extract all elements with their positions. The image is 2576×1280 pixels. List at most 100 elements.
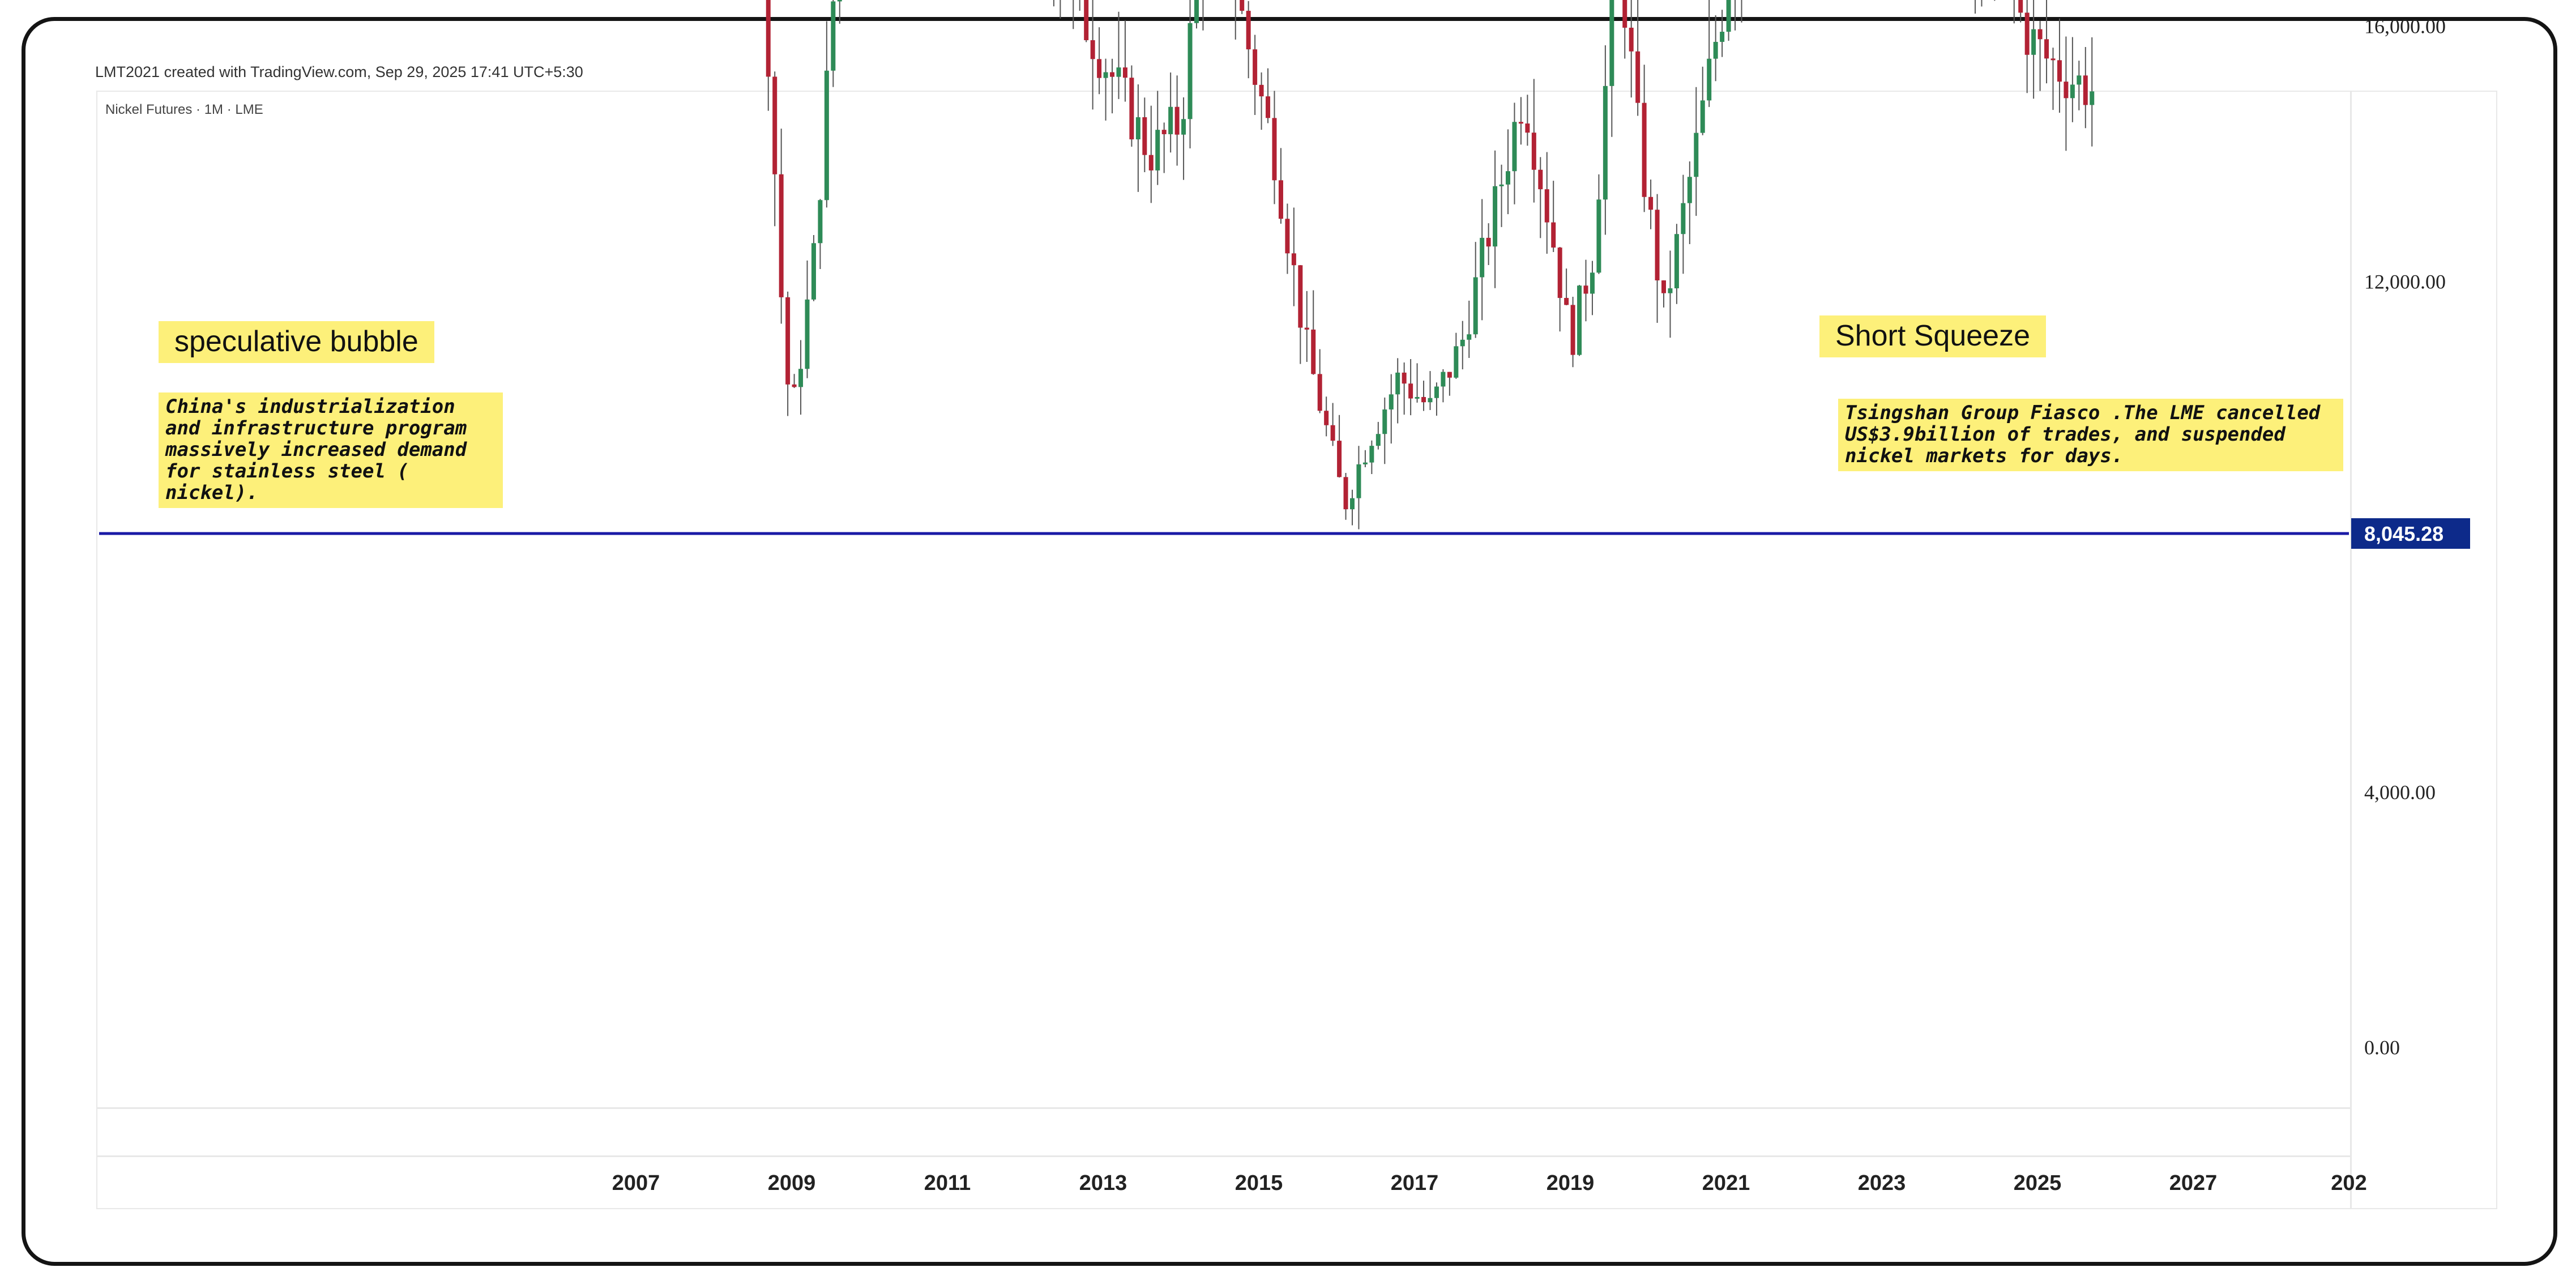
candle-body	[1551, 222, 1556, 248]
candle-body	[1596, 199, 1601, 273]
candle-body	[1122, 67, 1127, 78]
candle-body	[1434, 386, 1439, 398]
x-tick-label: 2019	[1547, 1171, 1595, 1195]
candle-body	[1324, 411, 1329, 425]
candle-body	[1480, 237, 1485, 278]
candle-body	[1609, 0, 1614, 86]
x-tick-label: 202	[2331, 1171, 2366, 1195]
candle-body	[1194, 0, 1199, 23]
y-tick-label: 12,000.00	[2364, 270, 2446, 293]
x-tick-label: 2013	[1079, 1171, 1127, 1195]
speculative-bubble-label: speculative bubble	[159, 321, 434, 363]
candle-body	[1583, 285, 1588, 294]
candle-body	[1389, 394, 1394, 409]
candle-body	[2018, 0, 2023, 13]
candle-body	[1395, 372, 1400, 395]
x-tick-label: 2025	[2014, 1171, 2062, 1195]
candle-body	[818, 200, 823, 244]
candle-body	[1187, 23, 1193, 120]
candle-body	[1635, 51, 1641, 103]
candle-body	[1097, 59, 1102, 78]
candle-body	[1362, 462, 1368, 464]
candle-body	[1557, 248, 1562, 298]
candle-body	[2024, 12, 2030, 55]
candle-body	[798, 369, 804, 387]
speculative-bubble-note: China's industrialization and infrastruc…	[159, 392, 503, 508]
candle-body	[2077, 75, 2082, 85]
candle-body	[1402, 372, 1407, 384]
candle-body	[1713, 41, 1718, 59]
candle-body	[1161, 130, 1167, 134]
chart-panel	[96, 91, 2497, 1209]
candle-body	[1460, 339, 1465, 347]
tradingview-caption: LMT2021 created with TradingView.com, Se…	[95, 63, 583, 80]
y-tick-label: 0.00	[2364, 1036, 2400, 1059]
short-squeeze-note: Tsingshan Group Fiasco .The LME cancelle…	[1838, 399, 2343, 471]
candle-body	[1285, 219, 1290, 254]
candle-body	[1337, 441, 1342, 477]
candle-body	[1343, 477, 1348, 510]
candle-body	[1135, 117, 1140, 140]
candle-body	[1382, 409, 1387, 434]
x-tick-label: 2007	[612, 1171, 660, 1195]
candle-body	[805, 299, 810, 369]
candle-body	[1454, 346, 1459, 378]
candle-body	[1259, 84, 1264, 97]
candle-body	[1317, 374, 1322, 411]
candle-body	[1655, 210, 1660, 281]
candle-body	[1110, 72, 1115, 77]
bottom-pane-divider	[96, 1107, 2350, 1109]
candle-body	[1687, 177, 1692, 203]
candle-body	[1525, 123, 1530, 133]
candle-body	[1694, 133, 1699, 177]
candle-body	[1707, 58, 1712, 101]
candle-body	[1538, 169, 1543, 190]
x-tick-label: 2015	[1235, 1171, 1283, 1195]
candle-body	[1375, 434, 1381, 446]
candle-body	[1441, 372, 1446, 387]
y-tick-label: 16,000.00	[2364, 15, 2446, 38]
candle-body	[2037, 29, 2043, 40]
candle-body	[1674, 234, 1679, 289]
candle-body	[1661, 280, 1666, 293]
candle-body	[1726, 0, 1731, 32]
candle-body	[1090, 40, 1095, 59]
candle-body	[2090, 91, 2095, 105]
candle-body	[1499, 184, 1504, 186]
candle-body	[1486, 237, 1491, 247]
candle-body	[772, 76, 778, 174]
candle-body	[1564, 298, 1569, 305]
candle-body	[2083, 75, 2088, 105]
candle-body	[2050, 58, 2056, 61]
candle-body	[1622, 0, 1627, 28]
candle-body	[785, 297, 791, 385]
candle-body	[1577, 285, 1582, 355]
candle-body	[1681, 203, 1686, 234]
candle-body	[1447, 372, 1452, 378]
candle-body	[1291, 253, 1296, 266]
candle-body	[1253, 49, 1258, 85]
candle-body	[1181, 119, 1186, 135]
candle-body	[2070, 84, 2075, 99]
candle-body	[1330, 425, 1335, 441]
candle-body	[831, 1, 836, 71]
candle-body	[1155, 130, 1160, 170]
candle-body	[792, 384, 797, 387]
symbol-title: Nickel Futures · 1M · LME	[105, 102, 263, 117]
candle-body	[1603, 86, 1608, 200]
candle-body	[1116, 67, 1121, 77]
candle-body	[837, 0, 842, 2]
candle-body	[1356, 464, 1361, 498]
candle-body	[1473, 277, 1478, 335]
candle-body	[1350, 498, 1355, 510]
candle-body	[1590, 272, 1595, 294]
x-tick-label: 2017	[1391, 1171, 1439, 1195]
candle-body	[1428, 398, 1433, 403]
candle-body	[1570, 305, 1575, 355]
candle-body	[1720, 32, 1725, 42]
level-label-bg	[2351, 518, 2470, 549]
level-label: 8,045.28	[2364, 522, 2443, 545]
candle-body	[1142, 117, 1147, 155]
candle-body	[1506, 171, 1510, 185]
